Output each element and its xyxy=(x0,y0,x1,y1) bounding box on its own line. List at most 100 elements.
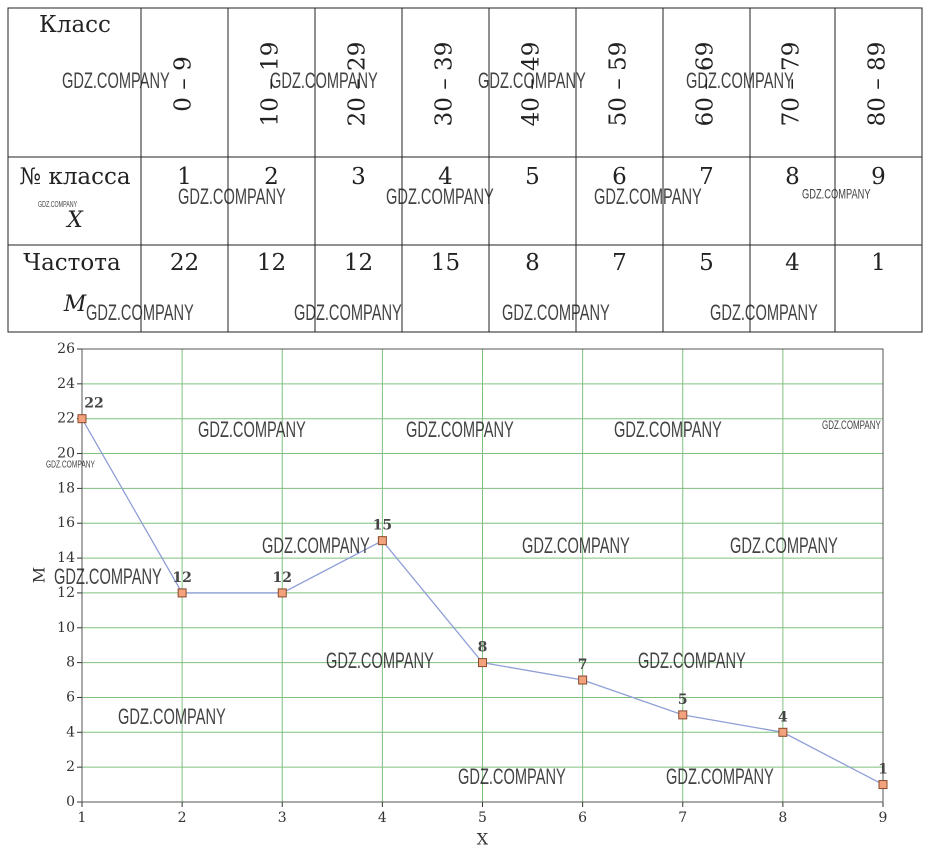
class-range: 60 – 69 xyxy=(693,42,719,127)
watermark: GDZ.COMPANY xyxy=(686,68,794,93)
watermark: GDZ.COMPANY xyxy=(614,417,722,442)
class-range: 70 – 79 xyxy=(779,42,805,127)
watermark: GDZ.COMPANY xyxy=(502,300,610,325)
point xyxy=(878,780,888,790)
plot-frame xyxy=(81,348,884,803)
watermark: GDZ.COMPANY xyxy=(822,418,881,432)
watermark: GDZ.COMPANY xyxy=(54,564,162,589)
y-tick-label: 18 xyxy=(57,480,75,496)
watermark: GDZ.COMPANY xyxy=(638,648,746,673)
point xyxy=(778,727,788,737)
data-label: 5 xyxy=(678,692,688,708)
data-label: 4 xyxy=(778,709,788,725)
point xyxy=(478,658,487,668)
y-tick-label: 24 xyxy=(57,376,75,392)
class-number: 7 xyxy=(699,164,714,190)
data-label: 15 xyxy=(373,518,392,534)
class-range: 0 – 9 xyxy=(171,56,197,111)
row-label: Частота xyxy=(23,250,121,276)
y-tick-label: 10 xyxy=(57,620,75,636)
point xyxy=(277,588,287,598)
x-tick-label: 1 xyxy=(78,810,87,826)
watermark: GDZ.COMPANY xyxy=(666,764,774,789)
data-label: 7 xyxy=(578,657,588,673)
frequency: 8 xyxy=(525,250,540,276)
class-number: 2 xyxy=(264,164,279,190)
frequency: 12 xyxy=(257,250,286,276)
x-tick-label: 6 xyxy=(578,810,587,826)
watermark: GDZ.COMPANY xyxy=(198,417,306,442)
row-symbol: M xyxy=(63,292,87,317)
watermark: GDZ.COMPANY xyxy=(522,533,630,558)
y-tick-label: 12 xyxy=(57,585,75,601)
frequency: 1 xyxy=(871,250,886,276)
class-range: 10 – 19 xyxy=(258,42,284,127)
watermark: GDZ.COMPANY xyxy=(802,186,871,202)
watermark: GDZ.COMPANY xyxy=(406,417,514,442)
frequency: 12 xyxy=(344,250,373,276)
y-tick-label: 26 xyxy=(57,341,75,357)
y-tick-label: 2 xyxy=(66,759,75,775)
x-axis-label: X xyxy=(477,830,489,849)
row-symbol: X xyxy=(65,208,84,233)
watermark: GDZ.COMPANY xyxy=(386,184,494,209)
x-tick-label: 5 xyxy=(478,810,487,826)
watermark: GDZ.COMPANY xyxy=(270,68,378,93)
data-label: 12 xyxy=(273,570,292,586)
frequency: 5 xyxy=(699,250,714,276)
watermark: GDZ.COMPANY xyxy=(86,300,194,325)
watermark: GDZ.COMPANY xyxy=(730,533,838,558)
y-tick-label: 20 xyxy=(57,446,75,462)
y-tick-label: 6 xyxy=(66,689,75,705)
class-number: 6 xyxy=(612,164,627,190)
class-range: 20 – 29 xyxy=(345,42,371,127)
x-tick-label: 4 xyxy=(378,810,387,826)
class-number: 4 xyxy=(438,164,453,190)
class-number: 8 xyxy=(785,164,800,190)
watermark: GDZ.COMPANY xyxy=(62,68,170,93)
watermark: GDZ.COMPANY xyxy=(326,648,434,673)
y-tick-label: 22 xyxy=(57,411,75,427)
x-tick-label: 8 xyxy=(778,810,787,826)
class-range: 80 – 89 xyxy=(865,42,891,127)
watermark: GDZ.COMPANY xyxy=(38,200,78,209)
x-tick-label: 9 xyxy=(879,810,888,826)
watermark: GDZ.COMPANY xyxy=(458,764,566,789)
watermark: GDZ.COMPANY xyxy=(594,184,702,209)
point xyxy=(377,536,387,546)
frequency: 15 xyxy=(431,250,460,276)
x-tick-label: 7 xyxy=(678,810,687,826)
row-label: Класс xyxy=(39,12,111,38)
y-tick-label: 0 xyxy=(66,794,75,810)
class-number: 9 xyxy=(871,164,886,190)
y-tick-label: 14 xyxy=(57,550,75,566)
frequency: 4 xyxy=(785,250,800,276)
watermark: GDZ.COMPANY xyxy=(710,300,818,325)
class-range: 30 – 39 xyxy=(432,42,458,127)
point xyxy=(578,675,588,685)
data-label: 12 xyxy=(172,570,191,586)
class-range: 40 – 49 xyxy=(519,42,545,127)
class-number: 5 xyxy=(525,164,540,190)
watermark: GDZ.COMPANY xyxy=(478,68,586,93)
y-tick-label: 16 xyxy=(57,515,75,531)
x-tick-label: 3 xyxy=(278,810,287,826)
point xyxy=(77,414,87,424)
data-label: 22 xyxy=(84,396,103,412)
y-axis-label: M xyxy=(30,567,49,583)
watermark: GDZ.COMPANY xyxy=(262,533,370,558)
data-label: 8 xyxy=(478,640,488,656)
y-tick-label: 8 xyxy=(66,655,75,671)
data-label: 1 xyxy=(878,762,888,778)
y-tick-label: 4 xyxy=(66,724,75,740)
frequency: 22 xyxy=(170,250,199,276)
row-label: № класса xyxy=(19,164,131,190)
watermark: GDZ.COMPANY xyxy=(46,460,95,471)
class-range: 50 – 59 xyxy=(606,42,632,127)
class-number: 1 xyxy=(177,164,192,190)
point xyxy=(177,588,187,598)
frequency: 7 xyxy=(612,250,627,276)
watermark: GDZ.COMPANY xyxy=(294,300,402,325)
x-tick-label: 2 xyxy=(178,810,187,826)
